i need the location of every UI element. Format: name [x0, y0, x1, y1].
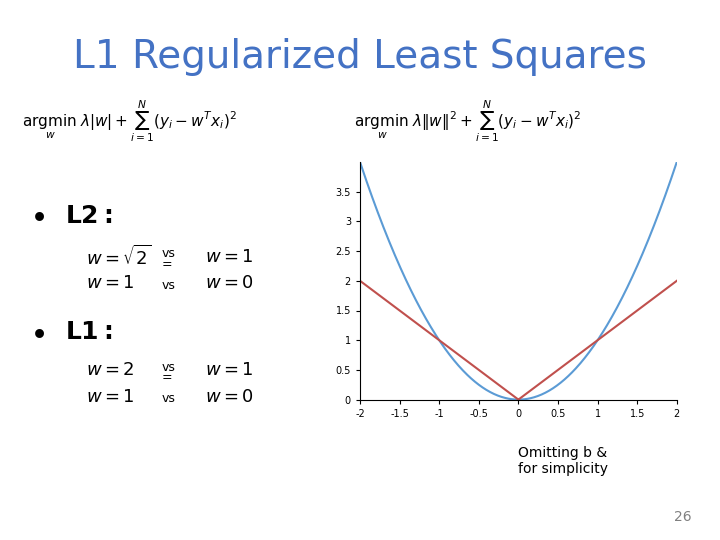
- Text: =: =: [162, 258, 173, 271]
- Text: =: =: [162, 372, 173, 384]
- Text: $\bullet$: $\bullet$: [29, 201, 45, 231]
- Text: $w=0$: $w=0$: [205, 388, 254, 406]
- Text: $\bullet$: $\bullet$: [29, 318, 45, 347]
- Text: $\mathbf{L1:}$: $\mathbf{L1:}$: [65, 320, 112, 344]
- Text: 26: 26: [674, 510, 691, 524]
- Text: $\underset{w}{\mathrm{argmin}}\;\lambda\|w\|^2+\sum_{i=1}^{N}(y_i - w^T x_i)^2$: $\underset{w}{\mathrm{argmin}}\;\lambda\…: [354, 99, 582, 144]
- Text: L1 Regularized Least Squares: L1 Regularized Least Squares: [73, 38, 647, 76]
- Text: $w=1$: $w=1$: [86, 274, 135, 293]
- Text: $w=1$: $w=1$: [86, 388, 135, 406]
- Text: vs: vs: [162, 361, 176, 374]
- Text: $\mathbf{L2:}$: $\mathbf{L2:}$: [65, 204, 112, 228]
- Text: $\underset{w}{\mathrm{argmin}}\;\lambda|w|+\sum_{i=1}^{N}(y_i - w^T x_i)^2$: $\underset{w}{\mathrm{argmin}}\;\lambda|…: [22, 99, 237, 144]
- Text: $w=\sqrt{2}$: $w=\sqrt{2}$: [86, 245, 152, 268]
- Text: vs: vs: [162, 392, 176, 405]
- Text: vs: vs: [162, 279, 176, 292]
- Text: $w=1$: $w=1$: [205, 247, 253, 266]
- Text: $w=0$: $w=0$: [205, 274, 254, 293]
- Text: vs: vs: [162, 247, 176, 260]
- Text: $w=2$: $w=2$: [86, 361, 135, 379]
- Text: Omitting b &
for simplicity: Omitting b & for simplicity: [518, 446, 608, 476]
- Text: $w=1$: $w=1$: [205, 361, 253, 379]
